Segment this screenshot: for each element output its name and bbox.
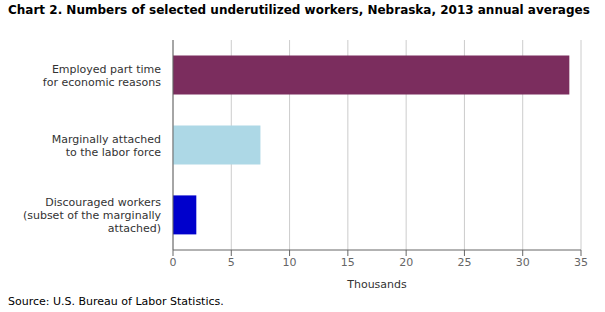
svg-text:Discouraged workers(subset of: Discouraged workers(subset of the margin…: [23, 196, 162, 235]
svg-text:20: 20: [399, 256, 413, 269]
svg-text:35: 35: [574, 256, 588, 269]
svg-text:0: 0: [170, 256, 177, 269]
svg-text:10: 10: [283, 256, 297, 269]
svg-text:Thousands: Thousands: [346, 278, 407, 291]
html-text:Source: U.S. Bureau of Labor S: Source: U.S. Bureau of Labor Statistics.: [8, 295, 224, 308]
svg-text:Marginally attachedto the labo: Marginally attachedto the labor force: [52, 132, 162, 158]
svg-text:15: 15: [341, 256, 355, 269]
svg-text:25: 25: [457, 256, 471, 269]
html-text:Chart 2. Numbers of selected u: Chart 2. Numbers of selected underutiliz…: [8, 3, 590, 17]
svg-text:30: 30: [516, 256, 530, 269]
svg-text:5: 5: [228, 256, 235, 269]
svg-text:Employed part timefor economic: Employed part timefor economic reasons: [43, 62, 161, 88]
